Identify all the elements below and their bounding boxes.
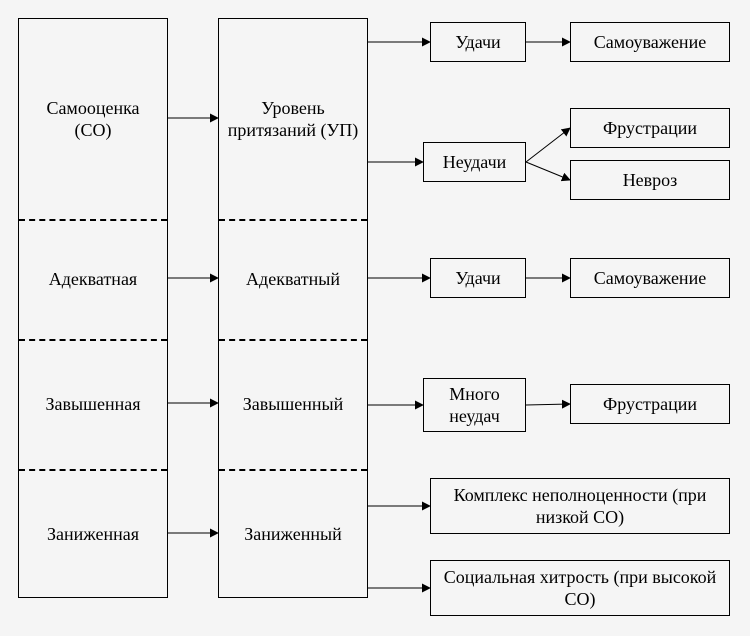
arrow-12	[526, 162, 570, 180]
col2: Уровень притязаний (УП)АдекватныйЗавышен…	[218, 18, 368, 598]
col1: Самооценка (СО)АдекватнаяЗавышеннаяЗаниж…	[18, 18, 168, 598]
col2-row-0: Уровень притязаний (УП)	[219, 19, 367, 219]
col1-row-2: Завышенная	[19, 339, 167, 469]
box-frustr1: Фрустрации	[570, 108, 730, 148]
arrow-14	[526, 404, 570, 405]
box-samouv1: Самоуважение	[570, 22, 730, 62]
box-samouv2: Самоуважение	[570, 258, 730, 298]
box-soc: Социальная хитрость (при высокой СО)	[430, 560, 730, 616]
col1-row-0: Самооценка (СО)	[19, 19, 167, 219]
box-udachi1: Удачи	[430, 22, 526, 62]
box-frustr2: Фрустрации	[570, 384, 730, 424]
col2-row-2: Завышенный	[219, 339, 367, 469]
box-kompleks: Комплекс неполноценности (при низкой СО)	[430, 478, 730, 534]
arrow-11	[526, 128, 570, 162]
box-mnogo: Много неудач	[423, 378, 526, 432]
box-nevroz: Невроз	[570, 160, 730, 200]
col2-row-1: Адекватный	[219, 219, 367, 339]
col1-row-1: Адекватная	[19, 219, 167, 339]
box-udachi2: Удачи	[430, 258, 526, 298]
col1-row-3: Заниженная	[19, 469, 167, 599]
box-neudachi: Неудачи	[423, 142, 526, 182]
diagram-canvas: Самооценка (СО)АдекватнаяЗавышеннаяЗаниж…	[0, 0, 750, 636]
col2-row-3: Заниженный	[219, 469, 367, 599]
